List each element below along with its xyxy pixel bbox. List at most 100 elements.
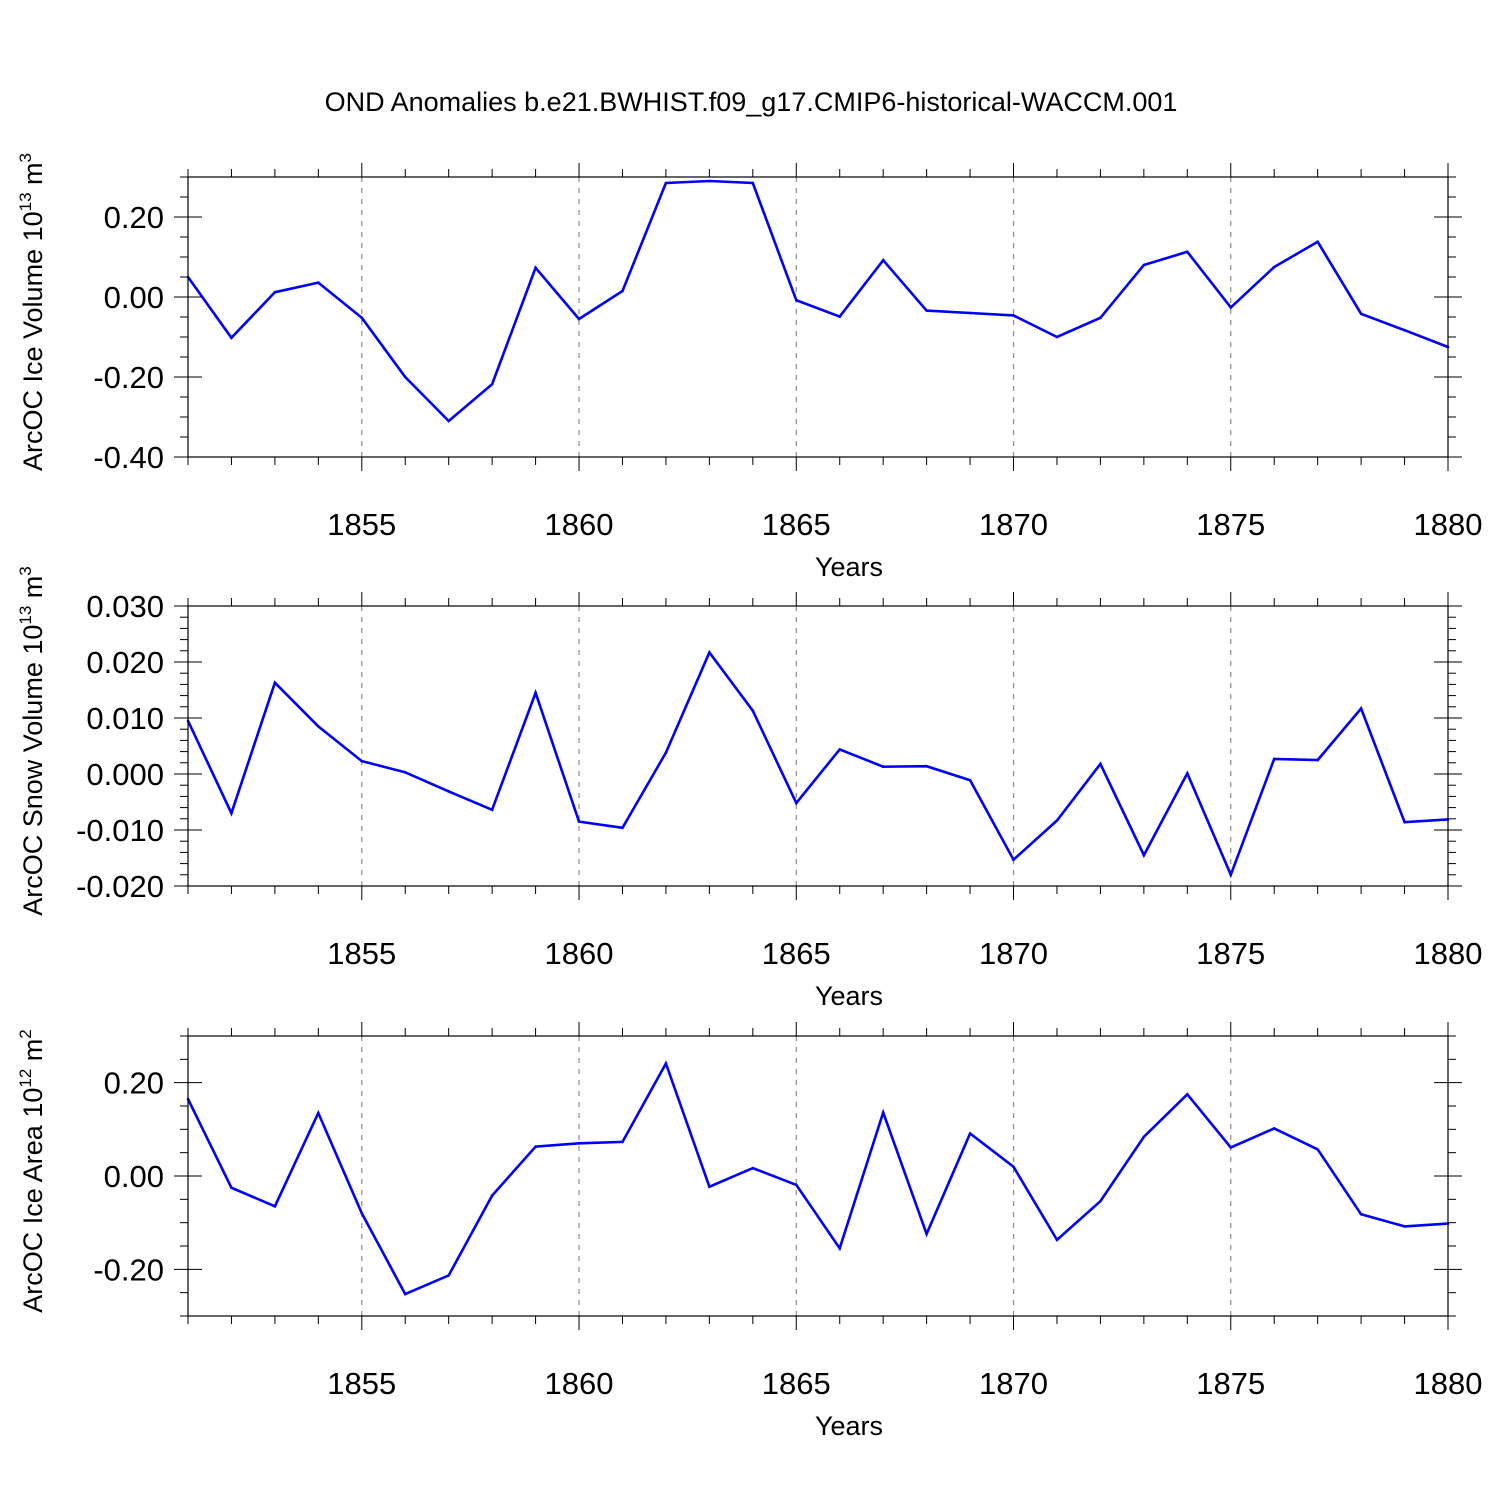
data-point — [403, 1292, 407, 1296]
x-tick-label: 1880 — [1414, 1366, 1483, 1401]
panel-ice-volume: 1855 1860 1865 1870 1875 1880 Years -0.40 -0.20 0… — [16, 153, 1482, 582]
data-point — [1099, 1199, 1102, 1203]
y-tick-label: 0.00 — [104, 1159, 164, 1194]
data-point — [1403, 1225, 1406, 1228]
y-axis-title-base: ArcOC Snow Volume 10 — [18, 625, 48, 916]
y-tick-label: 0.20 — [104, 1066, 164, 1101]
x-tick-label: 1870 — [979, 507, 1048, 542]
data-point — [1403, 328, 1406, 332]
data-point — [664, 1062, 668, 1065]
series-line — [186, 1060, 1449, 1296]
data-point — [1099, 316, 1102, 320]
data-point — [664, 751, 668, 755]
y-tick-label: -0.20 — [93, 360, 164, 395]
data-point — [881, 765, 885, 769]
data-point — [751, 709, 755, 713]
x-tick-label: 1855 — [327, 507, 396, 542]
data-point — [360, 316, 364, 320]
plot-frame — [187, 176, 1449, 458]
data-point — [577, 317, 581, 321]
y-axis-title-unit-exponent: 3 — [16, 566, 35, 575]
data-point — [1272, 265, 1276, 269]
data-point — [838, 315, 842, 318]
x-tick-label: 1870 — [979, 1366, 1048, 1401]
data-point — [1272, 757, 1276, 761]
data-point — [447, 790, 450, 793]
y-axis-title-unit: m — [18, 162, 48, 192]
x-axis-title: Years — [815, 552, 883, 582]
data-point — [1186, 1093, 1189, 1096]
y-tick-label: 0.000 — [86, 757, 164, 792]
data-point — [1142, 1135, 1146, 1139]
data-point — [1359, 1212, 1363, 1216]
y-axis-title-unit: m — [18, 1039, 48, 1069]
data-point — [447, 1274, 450, 1277]
x-tick-label: 1865 — [762, 936, 831, 971]
x-tick-label: 1875 — [1196, 936, 1265, 971]
data-point — [230, 336, 233, 340]
data-point — [1055, 335, 1059, 339]
y-tick-label: -0.020 — [76, 869, 164, 904]
x-tick-label: 1880 — [1414, 507, 1483, 542]
data-point — [317, 1111, 320, 1115]
x-tick-label: 1875 — [1196, 1366, 1265, 1401]
data-point — [490, 1194, 494, 1197]
data-point — [968, 1132, 972, 1135]
data-point — [925, 764, 928, 768]
data-point — [577, 1142, 581, 1145]
x-axis-title: Years — [815, 981, 883, 1011]
series-line — [186, 649, 1449, 879]
data-point — [273, 1205, 277, 1208]
data-point — [403, 771, 407, 774]
plot-frame — [187, 1035, 1449, 1317]
x-tick-label: 1860 — [545, 936, 614, 971]
data-point — [317, 725, 320, 728]
data-point — [1099, 762, 1102, 766]
y-axis-title-exponent: 13 — [16, 606, 35, 625]
panels: 1855 1860 1865 1870 1875 1880 Years -0.40 -0.20 0… — [16, 153, 1482, 1441]
y-axis-title-unit-exponent: 3 — [16, 153, 35, 162]
data-point — [838, 1247, 842, 1250]
panel-ice-area: 1855 1860 1865 1870 1875 1880 Years -0.20 0.00 0.… — [16, 1022, 1482, 1441]
x-tick-label: 1855 — [327, 936, 396, 971]
data-point — [881, 1111, 885, 1114]
data-point — [1316, 758, 1319, 762]
x-tick-label: 1855 — [327, 1366, 396, 1401]
data-point — [838, 748, 842, 751]
x-tick-label: 1860 — [545, 507, 614, 542]
data-point — [708, 651, 711, 654]
data-point — [1055, 819, 1059, 822]
data-point — [664, 181, 668, 185]
data-point — [1186, 772, 1189, 775]
data-point — [1316, 240, 1319, 244]
data-point — [708, 179, 711, 183]
data-point — [1012, 314, 1015, 317]
data-point — [1359, 312, 1363, 316]
data-point — [1316, 1148, 1319, 1151]
data-point — [1229, 873, 1233, 877]
panel-snow-volume: 1855 1860 1865 1870 1875 1880 Years -0.020 -0.01… — [16, 566, 1482, 1011]
data-point — [273, 681, 277, 685]
data-point — [794, 1183, 798, 1187]
data-point — [490, 382, 494, 386]
data-point — [751, 1166, 755, 1170]
data-point — [708, 1185, 711, 1189]
data-point — [968, 778, 972, 782]
data-point — [403, 375, 407, 379]
x-tick-label: 1870 — [979, 936, 1048, 971]
data-point — [925, 309, 928, 312]
data-point — [1359, 707, 1363, 710]
data-point — [881, 258, 885, 262]
data-point — [534, 266, 537, 270]
y-tick-label: -0.010 — [76, 813, 164, 848]
data-point — [230, 811, 233, 815]
data-point — [621, 289, 624, 293]
y-axis-title: ArcOC Ice Area 1012 m2 — [16, 1029, 48, 1313]
y-tick-label: 0.020 — [86, 645, 164, 680]
x-tick-label: 1865 — [762, 1366, 831, 1401]
data-point — [447, 419, 450, 423]
data-point — [1229, 1146, 1233, 1149]
y-tick-label: 0.00 — [104, 280, 164, 315]
data-point — [534, 1145, 537, 1148]
